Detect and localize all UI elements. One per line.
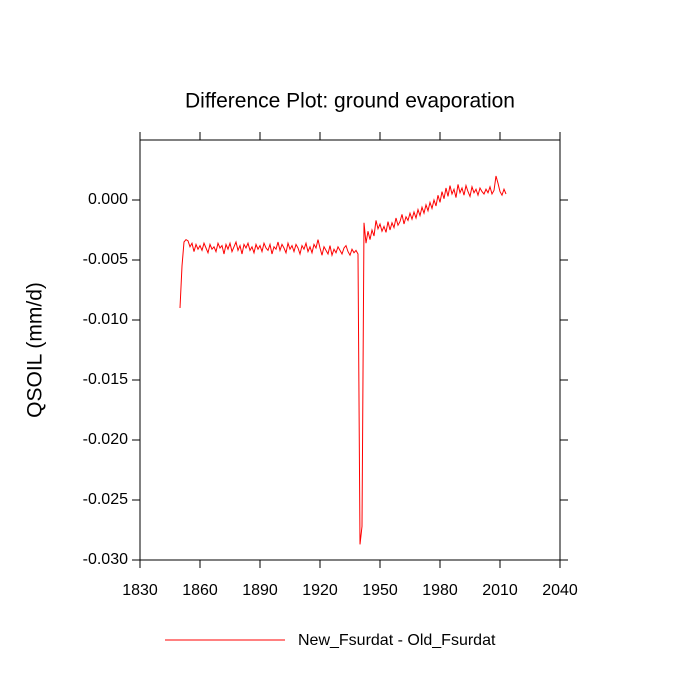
y-axis-label: QSOIL (mm/d) — [24, 282, 47, 418]
x-tick-label: 1890 — [242, 582, 278, 599]
legend-label: New_Fsurdat - Old_Fsurdat — [298, 632, 496, 649]
x-tick-label: 1920 — [302, 582, 338, 599]
x-tick-label: 2040 — [542, 582, 578, 599]
y-tick-label: -0.005 — [83, 251, 128, 268]
x-tick-label: 1980 — [422, 582, 458, 599]
x-tick-label: 1830 — [122, 582, 158, 599]
y-tick-label: -0.020 — [83, 431, 128, 448]
y-tick-label: 0.000 — [88, 191, 128, 208]
y-tick-label: -0.030 — [83, 551, 128, 568]
x-tick-label: 1860 — [182, 582, 218, 599]
data-line — [179, 175, 507, 545]
x-tick-label: 2010 — [482, 582, 518, 599]
y-tick-label: -0.010 — [83, 311, 128, 328]
plot-frame — [139, 139, 561, 561]
y-tick-label: -0.015 — [83, 371, 128, 388]
x-tick-label: 1950 — [362, 582, 398, 599]
chart-title: Difference Plot: ground evaporation — [185, 90, 515, 113]
y-tick-label: -0.025 — [83, 491, 128, 508]
